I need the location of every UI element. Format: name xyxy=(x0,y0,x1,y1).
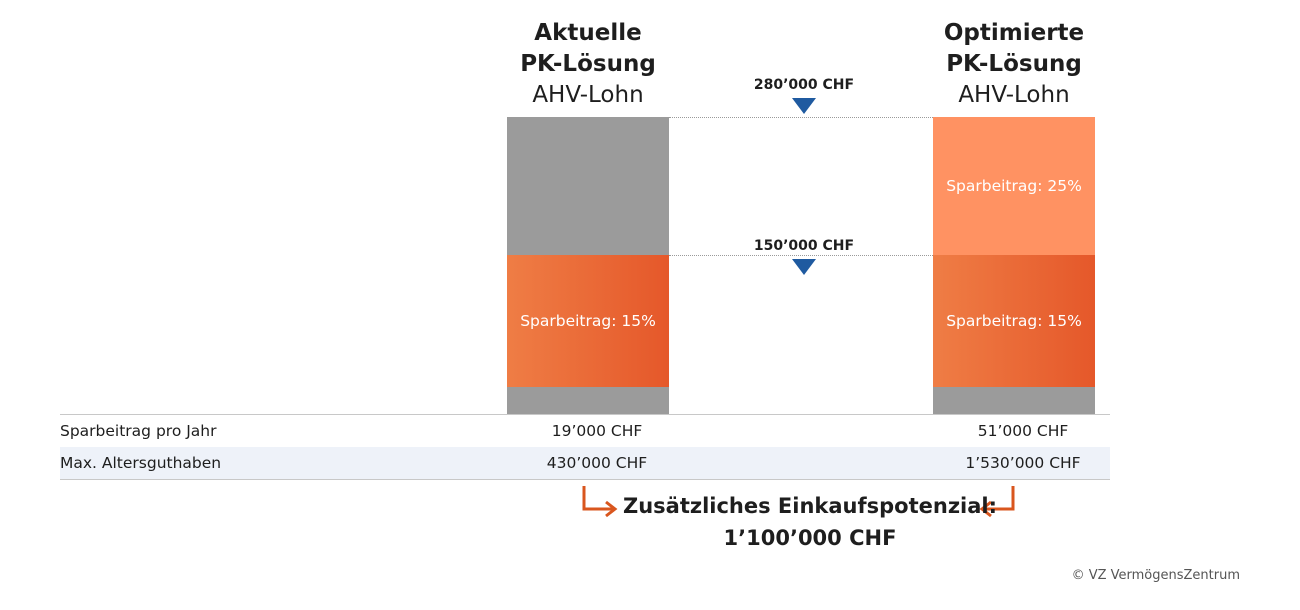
value-current: 19’000 CHF xyxy=(551,422,643,440)
copyright: © VZ VermögensZentrum xyxy=(1071,568,1240,583)
table-row: Max. Altersguthaben 430’000 CHF 1’530’00… xyxy=(60,447,1110,479)
marker-150000: 150’000 CHF xyxy=(749,238,859,275)
column-title-line2: PK-Lösung xyxy=(520,51,656,77)
column-title-line1: Aktuelle xyxy=(534,20,642,46)
guide-line xyxy=(669,117,933,118)
arrow-left-icon xyxy=(979,486,1015,518)
column-subtitle: AHV-Lohn xyxy=(958,82,1070,108)
down-triangle-icon xyxy=(792,98,816,114)
bar-segment xyxy=(507,387,669,414)
column-title-current: Aktuelle PK-Lösung AHV-Lohn xyxy=(488,18,688,111)
column-title-line1: Optimierte xyxy=(943,20,1085,46)
bar-segment: Sparbeitrag: 15% xyxy=(933,254,1095,388)
row-label: Sparbeitrag pro Jahr xyxy=(60,422,217,440)
table-row: Sparbeitrag pro Jahr 19’000 CHF 51’000 C… xyxy=(60,415,1110,447)
column-subtitle: AHV-Lohn xyxy=(532,82,644,108)
bar-segment-label: Sparbeitrag: 15% xyxy=(520,312,656,331)
bar-segment-label: Sparbeitrag: 15% xyxy=(946,312,1082,331)
result-value: 1’100’000 CHF xyxy=(723,526,897,550)
summary-table: Sparbeitrag pro Jahr 19’000 CHF 51’000 C… xyxy=(60,414,1110,480)
bar-segment xyxy=(933,387,1095,414)
result-text: Zusätzliches Einkaufspotenzial: 1’100’00… xyxy=(600,490,1020,554)
arrow-right-icon xyxy=(582,486,618,518)
bar-segment: Sparbeitrag: 15% xyxy=(507,254,669,388)
value-current: 430’000 CHF xyxy=(546,454,648,472)
down-triangle-icon xyxy=(792,259,816,275)
marker-label: 150’000 CHF xyxy=(753,238,855,254)
result-line1: Zusätzliches Einkaufspotenzial: xyxy=(622,494,998,518)
row-label: Max. Altersguthaben xyxy=(60,454,222,472)
value-optimized: 1’530’000 CHF xyxy=(965,454,1081,472)
marker-label: 280’000 CHF xyxy=(753,77,855,93)
value-optimized: 51’000 CHF xyxy=(977,422,1069,440)
bar-segment: Sparbeitrag: 25% xyxy=(933,117,1095,255)
column-title-line2: PK-Lösung xyxy=(946,51,1082,77)
marker-280000: 280’000 CHF xyxy=(749,77,859,114)
guide-line xyxy=(669,254,933,256)
bar-segment-label: Sparbeitrag: 25% xyxy=(946,176,1082,195)
bar-segment xyxy=(507,117,669,255)
column-title-optimized: Optimierte PK-Lösung AHV-Lohn xyxy=(914,18,1114,111)
